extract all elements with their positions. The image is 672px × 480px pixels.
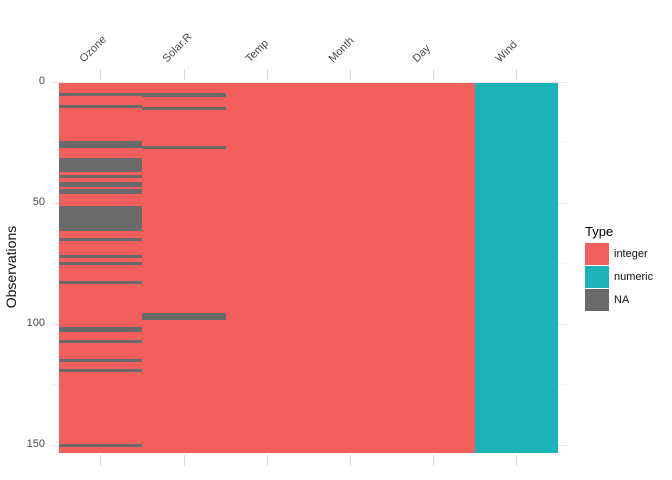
- legend-swatch-na: [585, 289, 609, 311]
- na-stripe-ozone: [59, 327, 143, 333]
- column-day-rect: [391, 82, 476, 454]
- y-tick-label: 100: [26, 317, 45, 330]
- bottom-axis-tick: [349, 455, 351, 466]
- top-axis-tick: [433, 69, 435, 80]
- na-stripe-ozone: [59, 368, 143, 372]
- top-axis-tick: [100, 69, 102, 80]
- na-stripe-ozone: [59, 443, 143, 447]
- na-stripe-ozone: [59, 174, 143, 178]
- na-stripe-ozone: [59, 281, 143, 285]
- legend-item: numeric: [585, 266, 671, 289]
- top-axis-tick: [183, 69, 185, 80]
- na-stripe-ozone: [59, 157, 143, 173]
- y-tick-label: 150: [26, 438, 45, 451]
- column-label: Solar.R: [160, 31, 195, 65]
- y-major-gridline: [52, 81, 567, 83]
- na-stripe-ozone: [59, 189, 143, 195]
- legend-swatch-numeric: [585, 266, 609, 288]
- na-stripe-ozone: [59, 358, 143, 362]
- na-stripe-solar-r: [142, 145, 226, 149]
- legend: Type integer numeric NA: [585, 224, 671, 312]
- column-month-rect: [308, 82, 392, 454]
- na-stripe-solar-r: [142, 107, 226, 111]
- na-stripe-ozone: [59, 92, 143, 96]
- na-stripe-ozone: [59, 141, 143, 149]
- column-label: Ozone: [77, 33, 109, 65]
- na-stripe-ozone: [59, 104, 143, 108]
- bottom-axis-tick: [100, 455, 102, 466]
- y-tick-label: 0: [38, 75, 45, 88]
- column-temp-rect: [225, 82, 309, 454]
- legend-item-label: NA: [614, 294, 630, 306]
- y-axis-title: Observations: [3, 225, 19, 309]
- na-stripe-solar-r: [142, 92, 226, 98]
- na-stripe-ozone: [59, 237, 143, 241]
- legend-item-label: integer: [614, 248, 648, 260]
- bottom-axis-tick: [183, 455, 185, 466]
- column-label: Month: [326, 34, 357, 65]
- legend-item: integer: [585, 243, 671, 266]
- legend-item: NA: [585, 289, 671, 312]
- na-stripe-solar-r: [142, 312, 226, 321]
- column-label: Wind: [493, 38, 520, 65]
- plot-panel: [52, 80, 567, 455]
- bottom-axis-tick: [516, 455, 518, 466]
- top-axis-tick: [266, 69, 268, 80]
- legend-swatch-integer: [585, 243, 609, 265]
- column-ozone-rect: [59, 82, 143, 454]
- legend-item-label: numeric: [614, 271, 654, 283]
- na-stripe-ozone: [59, 182, 143, 187]
- column-solar-r-rect: [142, 82, 226, 454]
- y-tick-label: 50: [32, 196, 45, 209]
- na-stripe-ozone: [59, 254, 143, 258]
- column-label: Temp: [243, 37, 272, 65]
- na-stripe-ozone: [59, 262, 143, 266]
- bottom-axis-tick: [266, 455, 268, 466]
- legend-items: integer numeric NA: [585, 243, 671, 312]
- legend-title: Type: [585, 224, 614, 239]
- bottom-axis-tick: [433, 455, 435, 466]
- top-axis-tick: [349, 69, 351, 80]
- column-label: Day: [410, 42, 433, 65]
- na-stripe-ozone: [59, 339, 143, 343]
- top-axis-tick: [516, 69, 518, 80]
- column-wind-rect: [475, 82, 559, 454]
- na-stripe-ozone: [59, 206, 143, 231]
